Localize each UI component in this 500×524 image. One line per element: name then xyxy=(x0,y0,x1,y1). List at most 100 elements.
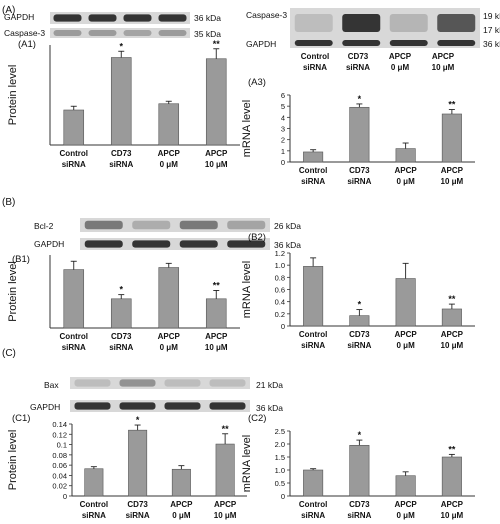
category-label: 0 μM xyxy=(160,343,179,352)
blot-c1-bax-band xyxy=(119,379,156,387)
category-label: 10 μM xyxy=(205,343,228,352)
chart-b2: (B2) 0 0.2 0.4 0.6 0.8 1.0 1.2 mRNA level Control… xyxy=(241,232,475,350)
panel-label: (B1) xyxy=(12,254,30,265)
y-axis-label: mRNA level xyxy=(241,435,253,492)
bar xyxy=(63,109,85,146)
y-tick-label: 1 xyxy=(281,147,285,156)
category-label: Control xyxy=(60,332,88,341)
significance-marker: ** xyxy=(448,294,456,304)
bar xyxy=(395,148,416,163)
y-tick-label: 0.5 xyxy=(275,479,285,488)
bar xyxy=(215,443,235,497)
y-axis-label: mRNA level xyxy=(241,100,253,157)
y-tick-label: 1.0 xyxy=(275,261,285,270)
category-label: 0 μM xyxy=(397,341,416,350)
blot-a2-caspase-3-size: 19 kDa xyxy=(483,11,500,21)
bar xyxy=(158,103,180,146)
blot-lane-label: Control xyxy=(301,52,329,61)
category-label: siRNA xyxy=(301,511,325,520)
blot-a2-gapdh-band xyxy=(342,40,381,46)
significance-marker: ** xyxy=(213,39,221,49)
blot-lane-label: 10 μM xyxy=(432,63,455,72)
blot-a2: Caspase-3 19 kDa 17 kDa GAPDH 36 kDa Control s… xyxy=(246,8,500,72)
category-label: APCP xyxy=(205,332,228,341)
blot-c1-gapdh-background xyxy=(70,400,250,412)
bar xyxy=(171,468,191,497)
blot-b1-bcl-2-band xyxy=(179,220,218,230)
blot-a1-gapdh-background xyxy=(50,12,190,24)
blot-b1-bcl-2-band xyxy=(132,220,171,230)
blot-c1-gapdh-band xyxy=(74,402,111,410)
category-label: APCP xyxy=(441,166,464,175)
category-label: CD73 xyxy=(111,332,132,341)
y-tick-label: 0.6 xyxy=(275,286,285,295)
y-tick-label: 0.04 xyxy=(52,471,67,480)
bar xyxy=(63,269,85,329)
category-label: APCP xyxy=(158,149,181,158)
blot-a2-gapdh-band xyxy=(389,40,428,46)
category-label: APCP xyxy=(170,500,193,509)
blot-b1-gapdh-band xyxy=(179,240,218,248)
blot-b1-bcl-2-size: 26 kDa xyxy=(274,221,301,231)
blot-c1-gapdh-band xyxy=(164,402,201,410)
bar xyxy=(395,475,416,497)
blot-a2-caspase-3-band xyxy=(342,14,381,32)
significance-marker: ** xyxy=(213,280,221,290)
blot-a2-gapdh-band xyxy=(294,40,333,46)
chart-b1: (B1)Protein level Control siRNA * CD73 siRNA A… xyxy=(7,254,240,352)
category-label: siRNA xyxy=(347,177,371,186)
bar xyxy=(303,266,324,327)
significance-marker: * xyxy=(119,41,123,51)
y-axis-label: Protein level xyxy=(7,65,19,126)
blot-c1-bax-background xyxy=(70,377,250,389)
y-tick-label: 0.1 xyxy=(57,441,67,450)
bar xyxy=(349,444,370,497)
blot-lane-label: APCP xyxy=(389,52,412,61)
category-label: siRNA xyxy=(126,511,150,520)
category-label: APCP xyxy=(158,332,181,341)
bar xyxy=(303,469,324,497)
blot-b1-gapdh-size: 36 kDa xyxy=(274,240,301,250)
blot-a2-caspase-3-band xyxy=(389,14,428,32)
blot-b1-gapdh-background xyxy=(80,238,270,250)
category-label: siRNA xyxy=(347,341,371,350)
blot-b1-gapdh-label: GAPDH xyxy=(34,239,64,249)
blot-a1-caspase-3-band xyxy=(53,30,82,36)
y-tick-label: 0.2 xyxy=(275,310,285,319)
blot-c1-gapdh-band xyxy=(209,402,246,410)
blot-b1-bcl-2-label: Bcl-2 xyxy=(34,221,54,231)
bar xyxy=(349,315,370,327)
y-tick-label: 1.2 xyxy=(275,249,285,258)
category-label: CD73 xyxy=(349,330,370,339)
category-label: CD73 xyxy=(111,149,132,158)
blot-a1-caspase-3-band xyxy=(123,30,152,36)
blot-a1-gapdh-band xyxy=(53,14,82,22)
y-tick-label: 0.08 xyxy=(52,451,67,460)
bar xyxy=(303,151,324,163)
y-tick-label: 0 xyxy=(281,492,285,501)
chart-c2: (C2) 0 0.5 1.0 1.5 2.0 2.5 mRNA level Control siR… xyxy=(241,413,475,520)
blot-a1-caspase-3-label: Caspase-3 xyxy=(4,28,45,38)
bar xyxy=(84,468,104,497)
category-label: siRNA xyxy=(109,343,133,352)
western-blots: GAPDH 36 kDa Caspase-3 35 kDa Caspase-3 19 kD… xyxy=(4,8,500,413)
blot-a1-gapdh-band xyxy=(123,14,152,22)
blot-b1-gapdh-band xyxy=(84,240,123,248)
section-label-a: (A) xyxy=(2,5,15,16)
bar xyxy=(110,298,132,329)
blot-b1-gapdh-band xyxy=(227,240,266,248)
y-tick-label: 0 xyxy=(281,322,285,331)
blot-b1-bcl-2-background xyxy=(80,218,270,232)
blot-a2-gapdh-size: 36 kDa xyxy=(483,39,500,49)
bar-charts: (A1) Protein level Control siRNA * CD73 siRNA A… xyxy=(7,39,475,520)
category-label: Control xyxy=(299,500,327,509)
category-label: 0 μM xyxy=(397,511,416,520)
category-label: siRNA xyxy=(301,177,325,186)
blot-c1-gapdh-band xyxy=(119,402,156,410)
y-tick-label: 5 xyxy=(281,102,285,111)
blot-b1-gapdh-band xyxy=(132,240,171,248)
panel-label: (A3) xyxy=(248,77,266,88)
y-tick-label: 1.0 xyxy=(275,466,285,475)
category-label: 0 μM xyxy=(160,160,179,169)
y-axis-label: Protein level xyxy=(7,261,19,322)
